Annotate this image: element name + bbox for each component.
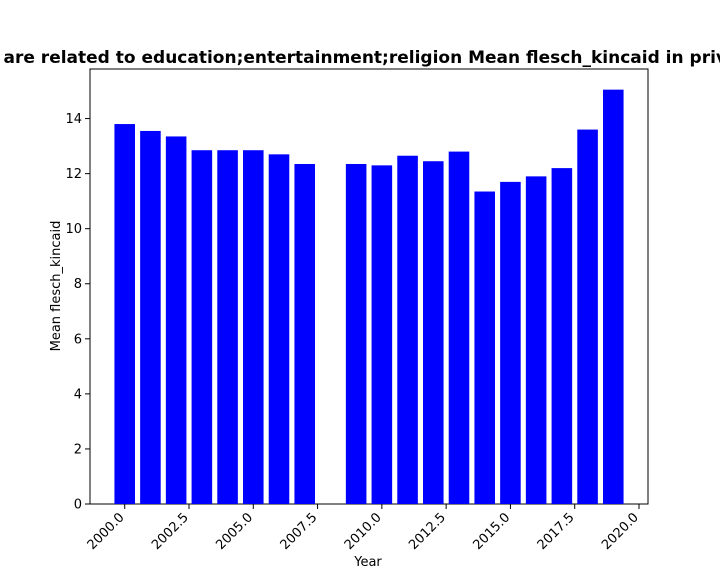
bar-2000	[114, 124, 135, 504]
bar-2018	[577, 129, 598, 504]
bar-2011	[397, 155, 418, 504]
y-tick-label: 4	[74, 387, 82, 402]
bar-2016	[525, 176, 547, 504]
y-tick-label: 2	[74, 442, 82, 457]
y-axis-label: Mean flesch_kincaid	[49, 221, 64, 352]
bar-2004	[217, 150, 238, 504]
bar-2001	[140, 130, 161, 504]
bar-2017	[551, 168, 573, 505]
bar-2014	[474, 191, 495, 504]
y-tick-label: 14	[65, 112, 82, 127]
bar-2009	[345, 163, 367, 505]
bar-2019	[603, 89, 624, 505]
y-tick-label: 12	[65, 167, 82, 182]
y-axis-ticks: 0 2 4 6 8 10 12 14	[65, 112, 90, 513]
y-tick-label: 8	[74, 277, 82, 292]
x-axis-label: Year	[353, 555, 382, 570]
bar-2003	[191, 150, 213, 504]
bar-2006	[268, 154, 290, 504]
bar-2002	[165, 136, 187, 504]
bar-2015	[500, 181, 521, 504]
chart-title: s are related to education;entertainment…	[0, 48, 720, 68]
bar-2005	[243, 150, 264, 504]
y-tick-label: 10	[65, 222, 82, 237]
y-tick-label: 6	[74, 332, 82, 347]
plot-area-frame	[89, 68, 649, 505]
bar-2012	[423, 161, 444, 505]
y-tick-label: 0	[74, 498, 82, 513]
bar-2013	[448, 151, 470, 504]
bar-2007	[294, 163, 315, 505]
bar-2010	[371, 165, 393, 505]
bars	[114, 89, 624, 505]
